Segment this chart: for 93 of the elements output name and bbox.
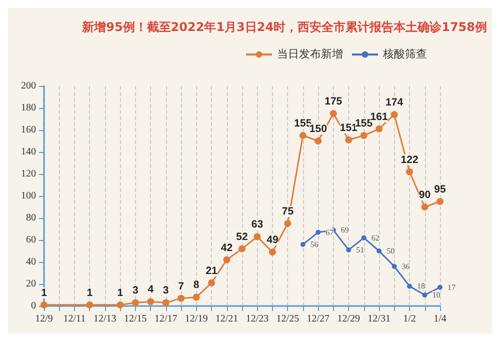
data-label: 95 bbox=[434, 184, 446, 196]
point bbox=[132, 299, 139, 306]
point bbox=[300, 242, 306, 247]
data-label: 50 bbox=[386, 246, 395, 256]
point bbox=[407, 284, 412, 289]
point bbox=[390, 111, 398, 118]
data-label: 75 bbox=[282, 206, 294, 218]
point bbox=[86, 301, 94, 308]
x-tick-label: 12/25 bbox=[276, 314, 300, 324]
y-tick-label: 20 bbox=[26, 278, 36, 290]
point bbox=[116, 301, 124, 308]
y-tick-label: 200 bbox=[21, 80, 36, 92]
data-label: 67 bbox=[326, 228, 334, 237]
x-tick-label: 12/23 bbox=[246, 314, 269, 324]
data-label: 155 bbox=[355, 118, 373, 130]
x-tick-label: 12/15 bbox=[124, 314, 147, 324]
y-tick-label: 60 bbox=[26, 234, 36, 246]
data-label: 8 bbox=[193, 279, 200, 292]
point bbox=[438, 284, 442, 290]
point bbox=[376, 248, 382, 254]
point bbox=[360, 132, 368, 139]
x-tick-label: 12/17 bbox=[154, 314, 178, 324]
data-label: 36 bbox=[402, 262, 410, 271]
x-tick-label: 12/19 bbox=[184, 314, 208, 324]
data-label: 122 bbox=[400, 154, 418, 166]
point bbox=[346, 247, 352, 252]
x-tick-label: 12/21 bbox=[215, 314, 238, 324]
point bbox=[436, 198, 444, 205]
data-label: 69 bbox=[340, 226, 349, 235]
y-tick-label: 160 bbox=[21, 124, 36, 136]
x-tick-label: 12/31 bbox=[368, 314, 390, 324]
x-tick-label: 12/11 bbox=[63, 314, 86, 324]
data-label: 3 bbox=[132, 284, 138, 297]
data-label: 1 bbox=[117, 286, 124, 299]
data-label: 42 bbox=[220, 242, 233, 254]
point bbox=[406, 168, 414, 176]
data-label: 51 bbox=[356, 245, 364, 254]
point bbox=[284, 220, 292, 227]
point bbox=[238, 245, 246, 252]
y-tick-label: 120 bbox=[21, 168, 36, 180]
point bbox=[345, 136, 352, 144]
legend-label: 核酸筛查 bbox=[382, 48, 427, 60]
data-label: 62 bbox=[371, 233, 380, 242]
point bbox=[192, 294, 200, 301]
point bbox=[361, 235, 366, 240]
data-label: 4 bbox=[148, 284, 154, 296]
point bbox=[376, 125, 383, 132]
data-label: 21 bbox=[206, 264, 218, 277]
point bbox=[268, 248, 276, 256]
point bbox=[314, 138, 322, 144]
point bbox=[208, 279, 216, 286]
y-tick-label: 180 bbox=[21, 102, 36, 114]
data-label: 7 bbox=[178, 280, 184, 292]
x-tick-label: 12/27 bbox=[306, 314, 330, 324]
data-label: 150 bbox=[309, 123, 328, 135]
data-label: 161 bbox=[370, 110, 388, 123]
chart-title: 新增95例！截至2022年1月3日24时，西安全市累计报告本土确诊1758例 bbox=[81, 20, 487, 34]
x-tick-label: 1/2 bbox=[403, 314, 416, 324]
data-label: 1 bbox=[41, 286, 48, 299]
point bbox=[254, 233, 261, 240]
data-label: 174 bbox=[386, 96, 404, 109]
point bbox=[162, 299, 170, 306]
data-label: 3 bbox=[162, 284, 169, 297]
point bbox=[316, 230, 321, 235]
point bbox=[147, 298, 154, 306]
data-label: 52 bbox=[236, 230, 248, 243]
point bbox=[299, 132, 306, 139]
point bbox=[223, 256, 230, 264]
data-label: 18 bbox=[417, 282, 426, 291]
data-label: 175 bbox=[324, 96, 342, 108]
data-label: 10 bbox=[432, 290, 440, 300]
point bbox=[178, 294, 185, 302]
data-label: 17 bbox=[448, 282, 456, 292]
data-label: 49 bbox=[266, 234, 278, 246]
point bbox=[330, 110, 337, 117]
point bbox=[392, 264, 397, 269]
data-label: 90 bbox=[418, 189, 431, 201]
y-tick-label: 100 bbox=[21, 190, 36, 202]
data-label: 63 bbox=[251, 218, 264, 231]
point bbox=[422, 292, 428, 298]
data-label: 56 bbox=[310, 240, 318, 249]
y-tick-label: 140 bbox=[21, 146, 36, 158]
point bbox=[421, 204, 428, 210]
y-tick-label: 40 bbox=[26, 256, 36, 268]
y-tick-label: 80 bbox=[26, 212, 36, 224]
x-tick-label: 12/13 bbox=[94, 314, 116, 324]
legend-label: 当日发布新增 bbox=[277, 48, 343, 60]
x-tick-label: 12/29 bbox=[337, 314, 360, 324]
x-tick-label: 12/9 bbox=[35, 314, 53, 324]
data-label: 1 bbox=[86, 286, 93, 299]
x-tick-label: 1/4 bbox=[434, 314, 446, 324]
data-label: 151 bbox=[340, 122, 358, 134]
y-tick-label: 0 bbox=[31, 300, 36, 312]
